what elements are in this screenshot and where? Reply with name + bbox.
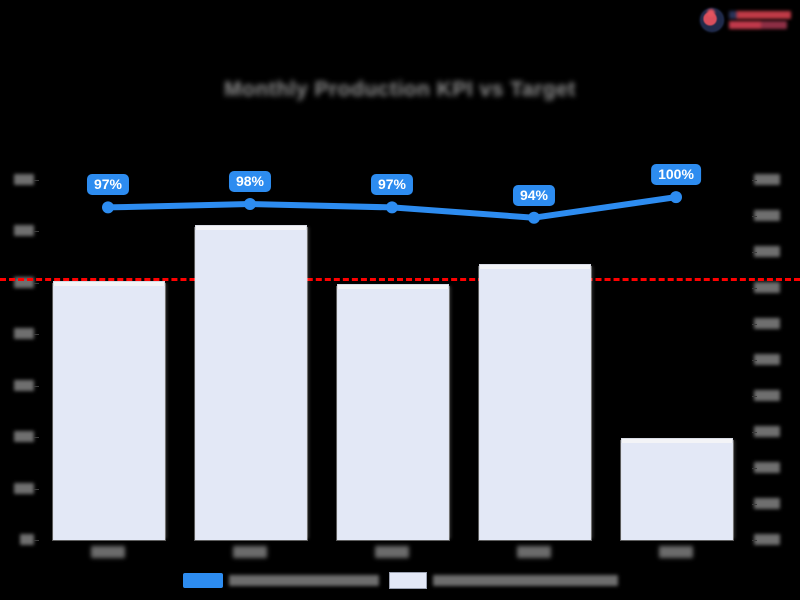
y-left-tick-label-7: [14, 174, 34, 185]
value-label-3: 97%: [370, 174, 414, 196]
x-axis-label-1: [91, 546, 125, 558]
bar-1[interactable]: [53, 280, 165, 540]
legend-swatch-line: [182, 573, 223, 588]
y-right-tick-label-7: [754, 282, 780, 293]
y-left-tick-5: [34, 282, 39, 284]
legend-label-bar: [432, 575, 618, 586]
y-right-tick-label-6: [754, 318, 780, 329]
y-left-tick-label-5: [14, 276, 34, 288]
bar-4[interactable]: [479, 264, 591, 540]
y-right-tick-0: [752, 540, 757, 541]
y-right-tick-6: [752, 324, 757, 325]
bar-cap: [621, 437, 733, 443]
target-reference-line: [0, 278, 800, 282]
y-right-tick-2: [752, 468, 757, 469]
value-label-5: 100%: [651, 164, 701, 186]
y-right-tick-4: [752, 396, 757, 397]
value-label-1: 97%: [86, 174, 130, 196]
y-axis-right: [752, 174, 796, 545]
legend-label-line: [228, 575, 379, 586]
line-marker-5[interactable]: [670, 191, 682, 204]
y-left-tick-label-0: [20, 534, 34, 545]
line-marker-1[interactable]: [102, 201, 114, 214]
y-right-tick-label-9: [754, 210, 780, 221]
bar-2[interactable]: [195, 225, 307, 540]
x-axis-label-3: [375, 546, 409, 558]
y-right-tick-label-8: [754, 246, 780, 257]
y-right-tick-7: [752, 288, 757, 289]
chart-title: Monthly Production KPI vs Target: [224, 78, 576, 101]
bar-5[interactable]: [621, 437, 733, 540]
y-left-tick-label-2: [14, 431, 34, 443]
y-right-tick-9: [752, 216, 757, 217]
bar-3[interactable]: [337, 284, 449, 540]
y-right-tick-10: [752, 180, 757, 181]
bar-cap: [337, 284, 449, 289]
legend-item-bar[interactable]: [388, 572, 618, 589]
y-left-tick-6: [34, 231, 39, 233]
y-left-tick-2: [34, 437, 39, 439]
y-right-tick-1: [752, 504, 757, 505]
bar-cap: [479, 264, 591, 270]
legend-item-line[interactable]: [182, 573, 379, 588]
y-left-tick-label-1: [14, 482, 34, 494]
y-right-tick-label-2: [754, 462, 780, 473]
y-right-tick-label-4: [754, 390, 780, 401]
company-logo: [700, 5, 792, 35]
y-right-tick-label-1: [754, 498, 780, 509]
y-left-tick-4: [34, 334, 39, 336]
bar-cap: [195, 225, 307, 231]
y-left-tick-label-3: [14, 379, 34, 391]
chart-legend: [0, 572, 800, 589]
y-right-tick-5: [752, 360, 757, 361]
y-left-tick-7: [34, 180, 39, 181]
x-axis-label-5: [659, 546, 693, 558]
achievement-rate-line: [102, 191, 682, 224]
logo-mark-icon: [700, 8, 724, 32]
x-axis-label-4: [517, 546, 551, 558]
line-marker-2[interactable]: [244, 198, 256, 210]
plot-area: 97% 98% 97% 94% 100%: [0, 164, 800, 540]
y-left-tick-3: [34, 385, 39, 387]
y-right-tick-label-10: [754, 174, 780, 185]
line-marker-4[interactable]: [528, 211, 540, 224]
x-axis-label-2: [233, 546, 267, 558]
value-label-2: 98%: [228, 171, 272, 192]
y-left-tick-label-4: [14, 328, 34, 340]
y-right-tick-label-5: [754, 354, 780, 365]
bar-cap: [53, 280, 165, 286]
y-right-tick-label-0: [754, 534, 780, 545]
y-right-tick-3: [752, 432, 757, 433]
y-left-tick-1: [34, 488, 39, 490]
logo-wordmark: [729, 11, 791, 29]
value-label-4: 94%: [512, 184, 556, 206]
line-marker-3[interactable]: [386, 201, 398, 214]
y-right-tick-8: [752, 252, 757, 253]
legend-swatch-bar: [388, 572, 427, 589]
y-right-tick-label-3: [754, 426, 780, 437]
y-left-tick-label-6: [14, 225, 34, 237]
y-left-tick-0: [34, 540, 39, 541]
y-axis-left: [2, 174, 39, 545]
